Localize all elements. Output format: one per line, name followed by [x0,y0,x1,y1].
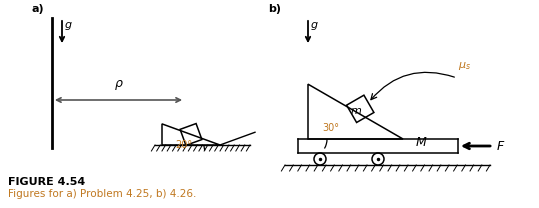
Text: $M$: $M$ [415,136,427,149]
Text: Figures for a) Problem 4.25, b) 4.26.: Figures for a) Problem 4.25, b) 4.26. [8,189,196,199]
Text: 20°: 20° [175,140,192,150]
Text: 30°: 30° [322,123,339,133]
Text: FIGURE 4.54: FIGURE 4.54 [8,177,85,187]
Text: b): b) [268,4,281,14]
Text: $\mu_s$: $\mu_s$ [458,60,471,72]
Text: $\rho$: $\rho$ [114,78,123,92]
Text: $g$: $g$ [310,20,319,32]
Text: $m$: $m$ [350,106,362,116]
Text: $g$: $g$ [64,20,73,32]
Text: $F$: $F$ [496,140,506,154]
Text: a): a) [32,4,45,14]
